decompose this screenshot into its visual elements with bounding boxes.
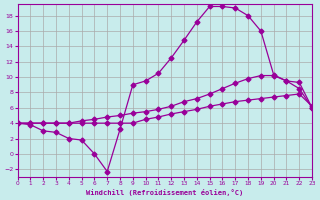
X-axis label: Windchill (Refroidissement éolien,°C): Windchill (Refroidissement éolien,°C)	[86, 189, 244, 196]
